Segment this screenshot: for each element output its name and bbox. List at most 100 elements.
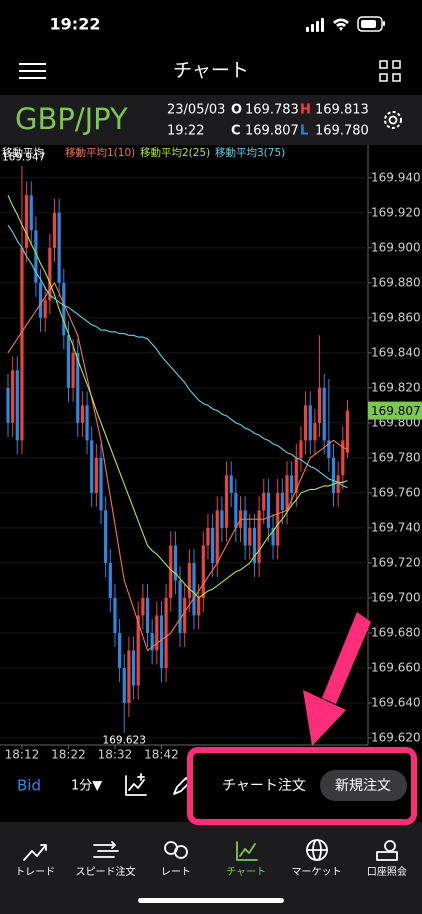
low-value: 169.780: [315, 124, 369, 139]
y-tick-label: 169.700: [371, 590, 421, 604]
y-tick-label: 169.760: [371, 485, 421, 499]
legend-title: 移動平均: [2, 146, 44, 159]
candle-body: [94, 457, 98, 493]
tab-label[interactable]: トレード: [15, 867, 55, 878]
candle-body: [304, 405, 308, 441]
candle-body: [201, 545, 205, 598]
candle-body: [62, 282, 66, 336]
high-label: H: [300, 103, 311, 118]
candle-body: [211, 527, 215, 563]
y-tick-label: 169.900: [371, 240, 421, 254]
x-tick-label: 18:12: [5, 748, 40, 762]
new-order-pill[interactable]: [320, 770, 407, 801]
tab-label[interactable]: レート: [161, 867, 191, 878]
candle-body: [20, 247, 24, 441]
symbol: GBP/JPY: [15, 102, 128, 136]
legend-entry: 移動平均3(75): [215, 146, 285, 159]
chart-bg: [0, 145, 422, 765]
highlight-arrow: [303, 612, 371, 746]
candle-body: [187, 562, 191, 598]
candle-body: [252, 527, 257, 563]
y-tick-label: 169.720: [371, 555, 421, 569]
high-value: 169.813: [315, 103, 369, 118]
tab-label[interactable]: 口座照会: [367, 865, 407, 878]
candle-body: [206, 527, 210, 546]
tab-label[interactable]: マーケット: [292, 866, 342, 878]
candle-body: [150, 632, 154, 651]
highlight-box: [187, 747, 417, 825]
x-tick-label: 18:22: [51, 748, 86, 762]
y-tick-label: 169.860: [371, 310, 421, 324]
candle-body: [280, 492, 284, 511]
candle-body: [11, 370, 15, 423]
quote-band: [0, 95, 422, 145]
open-label: O: [231, 103, 242, 118]
candle-body: [169, 545, 173, 598]
layout-button[interactable]: [379, 60, 401, 82]
low-label: L: [300, 124, 308, 139]
candle-body: [290, 475, 294, 493]
candle-body: [52, 212, 57, 248]
candle-body: [118, 632, 122, 668]
close-label: C: [231, 124, 241, 139]
candle-body: [71, 352, 75, 388]
candle-body: [336, 475, 340, 493]
interval-button[interactable]: 1分▼: [71, 779, 102, 794]
ma-line: [7, 195, 348, 599]
candle-body: [248, 527, 252, 546]
candle-body: [192, 562, 196, 616]
candle-body: [104, 510, 108, 563]
chart-order-button[interactable]: チャート注文: [222, 778, 306, 794]
candle-body: [155, 615, 159, 651]
legend-entry: 移動平均1(10): [65, 146, 135, 159]
y-tick-label: 169.640: [371, 695, 421, 709]
candle-body: [266, 492, 270, 528]
open-value: 169.783: [245, 103, 299, 118]
candle-body: [76, 352, 80, 423]
last-price-box: [368, 401, 422, 420]
candle-body: [85, 405, 89, 441]
candle-body: [327, 440, 331, 458]
y-tick-label: 169.680: [371, 625, 421, 639]
x-tick-label: 18:32: [98, 748, 133, 762]
candle-body: [229, 475, 233, 493]
home-indicator: [138, 898, 284, 903]
candle-body: [127, 650, 131, 703]
candle-body: [345, 410, 350, 453]
candle-body: [183, 597, 187, 633]
settings-button[interactable]: [384, 111, 402, 129]
new-order-button[interactable]: 新規注文: [335, 778, 391, 794]
y-tick-label: 169.780: [371, 450, 421, 464]
candle-body: [34, 230, 38, 283]
x-tick-label: 18:42: [144, 748, 179, 762]
candle-body: [313, 422, 317, 441]
candle-body: [243, 510, 247, 546]
candle-body: [262, 492, 266, 511]
candle-body: [25, 195, 29, 248]
candle-body: [224, 475, 229, 528]
candle-body: [234, 492, 238, 528]
candle-body: [220, 510, 224, 528]
candle-body: [48, 247, 52, 301]
close-value: 169.807: [245, 124, 299, 139]
candle-body: [197, 597, 201, 616]
candle-body: [131, 650, 136, 686]
candle-body: [271, 527, 275, 546]
tab-label[interactable]: スピード注文: [76, 865, 136, 878]
bid-button[interactable]: Bid: [17, 777, 41, 795]
indicator-button[interactable]: [125, 773, 147, 796]
quote-date: 23/05/03: [167, 103, 225, 118]
y-tick-label: 169.880: [371, 275, 421, 289]
status-time: 19:22: [50, 15, 101, 34]
candle-body: [178, 580, 182, 633]
low-annotation: 169.623: [103, 735, 146, 747]
candle-body: [173, 545, 177, 581]
y-tick-label: 169.660: [371, 660, 421, 674]
menu-button[interactable]: [19, 63, 46, 79]
tab-label[interactable]: チャート: [226, 866, 266, 878]
candle-body: [285, 475, 289, 511]
candle-body: [90, 440, 94, 493]
plot: 169.620 169.640 169.660 169.680 169.700 169.7…: [0, 165, 421, 762]
